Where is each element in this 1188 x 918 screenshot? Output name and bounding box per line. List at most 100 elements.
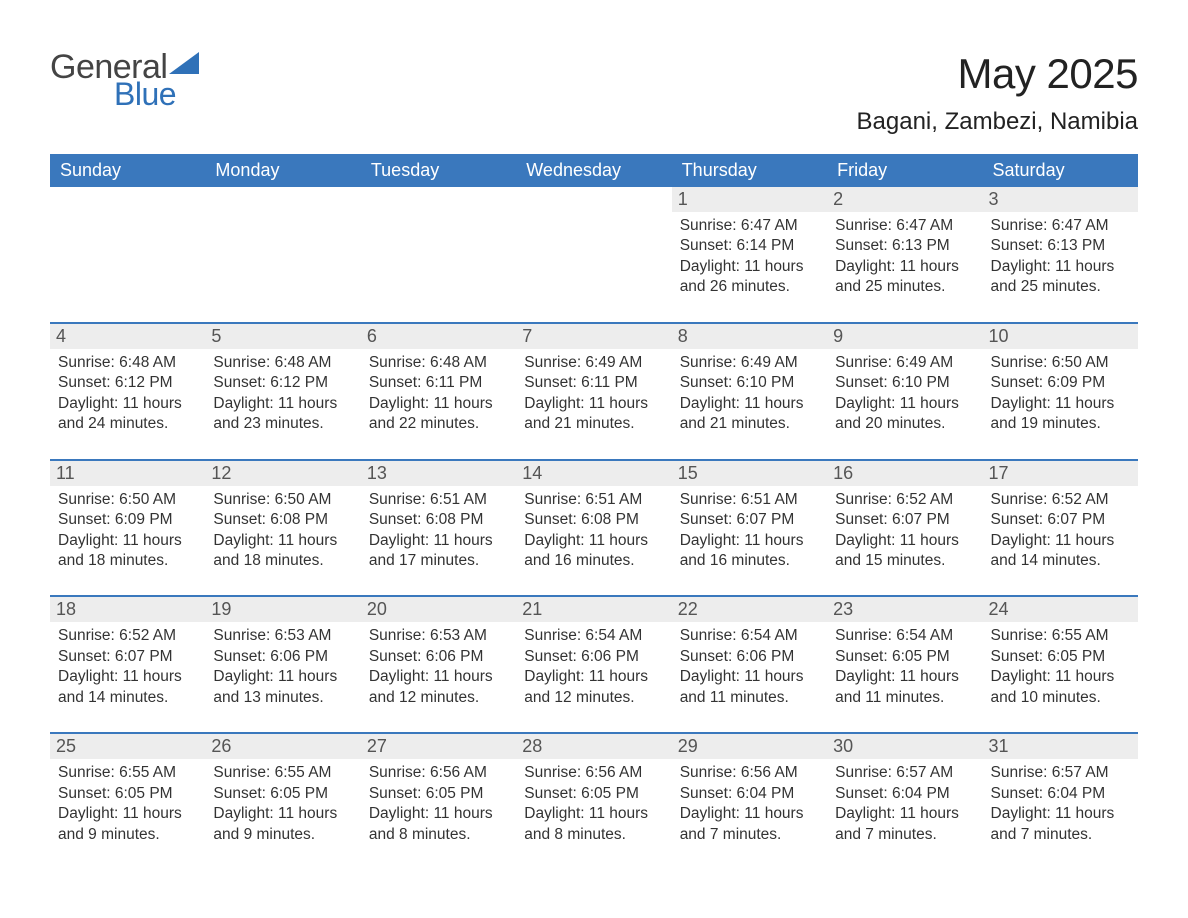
- calendar-cell: 5Sunrise: 6:48 AMSunset: 6:12 PMDaylight…: [205, 322, 360, 459]
- sunrise-line: Sunrise: 6:47 AM: [835, 216, 974, 236]
- sunrise-line: Sunrise: 6:51 AM: [524, 490, 663, 510]
- day-info: Sunrise: 6:49 AMSunset: 6:11 PMDaylight:…: [522, 353, 665, 435]
- day-info: Sunrise: 6:55 AMSunset: 6:05 PMDaylight:…: [989, 626, 1132, 708]
- sunrise-line: Sunrise: 6:49 AM: [524, 353, 663, 373]
- sunset-line: Sunset: 6:04 PM: [680, 784, 819, 804]
- day-number: 18: [50, 597, 205, 622]
- calendar-cell: 2Sunrise: 6:47 AMSunset: 6:13 PMDaylight…: [827, 187, 982, 322]
- calendar-cell: 30Sunrise: 6:57 AMSunset: 6:04 PMDayligh…: [827, 732, 982, 869]
- logo-text-blue: Blue: [114, 78, 199, 110]
- daylight-line: Daylight: 11 hours and 18 minutes.: [213, 531, 352, 572]
- day-number: 4: [50, 324, 205, 349]
- sunset-line: Sunset: 6:11 PM: [524, 373, 663, 393]
- daylight-line: Daylight: 11 hours and 11 minutes.: [680, 667, 819, 708]
- calendar-header-row: Sunday Monday Tuesday Wednesday Thursday…: [50, 154, 1138, 187]
- calendar-cell: 22 Sunrise: 6:54 AMSunset: 6:06 PMDayligh…: [672, 595, 827, 732]
- calendar-cell: 0: [50, 187, 205, 322]
- sunrise-line: Sunrise: 6:47 AM: [991, 216, 1130, 236]
- calendar-cell: 21Sunrise: 6:54 AMSunset: 6:06 PMDayligh…: [516, 595, 671, 732]
- month-title: May 2025: [857, 50, 1138, 98]
- calendar-cell: 19Sunrise: 6:53 AMSunset: 6:06 PMDayligh…: [205, 595, 360, 732]
- day-number: 10: [983, 324, 1138, 349]
- calendar-cell: 9Sunrise: 6:49 AMSunset: 6:10 PMDaylight…: [827, 322, 982, 459]
- sunrise-line: Sunrise: 6:50 AM: [991, 353, 1130, 373]
- day-info: Sunrise: 6:48 AMSunset: 6:11 PMDaylight:…: [367, 353, 510, 435]
- sunrise-line: Sunrise: 6:56 AM: [369, 763, 508, 783]
- sunset-line: Sunset: 6:14 PM: [680, 236, 819, 256]
- day-info: Sunrise: 6:50 AMSunset: 6:09 PMDaylight:…: [989, 353, 1132, 435]
- sunset-line: Sunset: 6:12 PM: [213, 373, 352, 393]
- weekday-header: Friday: [827, 154, 982, 187]
- daylight-line: Daylight: 11 hours and 8 minutes.: [369, 804, 508, 845]
- sunrise-line: Sunrise: 6:54 AM: [835, 626, 974, 646]
- sunset-line: Sunset: 6:10 PM: [680, 373, 819, 393]
- daylight-line: Daylight: 11 hours and 7 minutes.: [835, 804, 974, 845]
- sunset-line: Sunset: 6:05 PM: [991, 647, 1130, 667]
- calendar-cell: 12Sunrise: 6:50 AMSunset: 6:08 PMDayligh…: [205, 459, 360, 596]
- sunrise-line: Sunrise: 6:48 AM: [58, 353, 197, 373]
- calendar-cell: 15Sunrise: 6:51 AMSunset: 6:07 PMDayligh…: [672, 459, 827, 596]
- calendar-cell: 13 Sunrise: 6:51 AMSunset: 6:08 PMDayligh…: [361, 459, 516, 596]
- day-info: Sunrise: 6:57 AMSunset: 6:04 PMDaylight:…: [833, 763, 976, 845]
- calendar-cell: 3Sunrise: 6:47 AMSunset: 6:13 PMDaylight…: [983, 187, 1138, 322]
- daylight-line: Daylight: 11 hours and 12 minutes.: [369, 667, 508, 708]
- calendar-cell: 11Sunrise: 6:50 AMSunset: 6:09 PMDayligh…: [50, 459, 205, 596]
- day-info: Sunrise: 6:51 AMSunset: 6:08 PMDaylight:…: [367, 490, 510, 572]
- sunrise-line: Sunrise: 6:53 AM: [213, 626, 352, 646]
- calendar-cell: 16Sunrise: 6:52 AMSunset: 6:07 PMDayligh…: [827, 459, 982, 596]
- sunrise-line: Sunrise: 6:50 AM: [213, 490, 352, 510]
- title-block: May 2025 Bagani, Zambezi, Namibia: [857, 50, 1138, 136]
- day-number: 28: [516, 734, 671, 759]
- daylight-line: Daylight: 11 hours and 20 minutes.: [835, 394, 974, 435]
- sunset-line: Sunset: 6:07 PM: [58, 647, 197, 667]
- sunrise-line: Sunrise: 6:55 AM: [58, 763, 197, 783]
- sunrise-line: Sunrise: 6:52 AM: [835, 490, 974, 510]
- sunrise-line: Sunrise: 6:55 AM: [991, 626, 1130, 646]
- calendar-cell: 10 Sunrise: 6:50 AMSunset: 6:09 PMDayligh…: [983, 322, 1138, 459]
- daylight-line: Daylight: 11 hours and 14 minutes.: [58, 667, 197, 708]
- sunrise-line: Sunrise: 6:51 AM: [369, 490, 508, 510]
- day-number: 19: [205, 597, 360, 622]
- day-number: 15: [672, 461, 827, 486]
- daylight-line: Daylight: 11 hours and 7 minutes.: [991, 804, 1130, 845]
- day-number: 12: [205, 461, 360, 486]
- weekday-header: Thursday: [672, 154, 827, 187]
- calendar-row: 00001Sunrise: 6:47 AMSunset: 6:14 PMDayl…: [50, 187, 1138, 322]
- sunset-line: Sunset: 6:05 PM: [58, 784, 197, 804]
- day-info: Sunrise: 6:54 AMSunset: 6:05 PMDaylight:…: [833, 626, 976, 708]
- day-info: Sunrise: 6:53 AMSunset: 6:06 PMDaylight:…: [367, 626, 510, 708]
- calendar-row: 25Sunrise: 6:55 AMSunset: 6:05 PMDayligh…: [50, 732, 1138, 869]
- location-subtitle: Bagani, Zambezi, Namibia: [857, 108, 1138, 136]
- sunset-line: Sunset: 6:09 PM: [991, 373, 1130, 393]
- day-number: 13: [361, 461, 516, 486]
- calendar-cell: 17Sunrise: 6:52 AMSunset: 6:07 PMDayligh…: [983, 459, 1138, 596]
- daylight-line: Daylight: 11 hours and 10 minutes.: [991, 667, 1130, 708]
- day-number: 21: [516, 597, 671, 622]
- calendar-cell: 25Sunrise: 6:55 AMSunset: 6:05 PMDayligh…: [50, 732, 205, 869]
- day-info: Sunrise: 6:52 AMSunset: 6:07 PMDaylight:…: [56, 626, 199, 708]
- day-number: 24: [983, 597, 1138, 622]
- sunset-line: Sunset: 6:05 PM: [213, 784, 352, 804]
- calendar-row: 11Sunrise: 6:50 AMSunset: 6:09 PMDayligh…: [50, 459, 1138, 596]
- day-info: Sunrise: 6:57 AMSunset: 6:04 PMDaylight:…: [989, 763, 1132, 845]
- daylight-line: Daylight: 11 hours and 25 minutes.: [835, 257, 974, 298]
- logo: General Blue: [50, 50, 199, 110]
- day-info: Sunrise: 6:51 AMSunset: 6:08 PMDaylight:…: [522, 490, 665, 572]
- calendar-page: General Blue May 2025 Bagani, Zambezi, N…: [0, 0, 1188, 899]
- calendar-cell: 0: [205, 187, 360, 322]
- day-info: Sunrise: 6:48 AMSunset: 6:12 PMDaylight:…: [56, 353, 199, 435]
- day-number: 9: [827, 324, 982, 349]
- day-number: 3: [983, 187, 1138, 212]
- day-info: Sunrise: 6:49 AMSunset: 6:10 PMDaylight:…: [678, 353, 821, 435]
- day-info: Sunrise: 6:50 AMSunset: 6:09 PMDaylight:…: [56, 490, 199, 572]
- day-info: Sunrise: 6:54 AMSunset: 6:06 PMDaylight:…: [678, 626, 821, 708]
- calendar-row: 4Sunrise: 6:48 AMSunset: 6:12 PMDaylight…: [50, 322, 1138, 459]
- calendar-cell: 29Sunrise: 6:56 AMSunset: 6:04 PMDayligh…: [672, 732, 827, 869]
- sunset-line: Sunset: 6:10 PM: [835, 373, 974, 393]
- sunset-line: Sunset: 6:07 PM: [835, 510, 974, 530]
- sunrise-line: Sunrise: 6:48 AM: [213, 353, 352, 373]
- calendar-cell: 24 Sunrise: 6:55 AMSunset: 6:05 PMDayligh…: [983, 595, 1138, 732]
- sunset-line: Sunset: 6:06 PM: [524, 647, 663, 667]
- day-number: 8: [672, 324, 827, 349]
- day-number: 22: [672, 597, 827, 622]
